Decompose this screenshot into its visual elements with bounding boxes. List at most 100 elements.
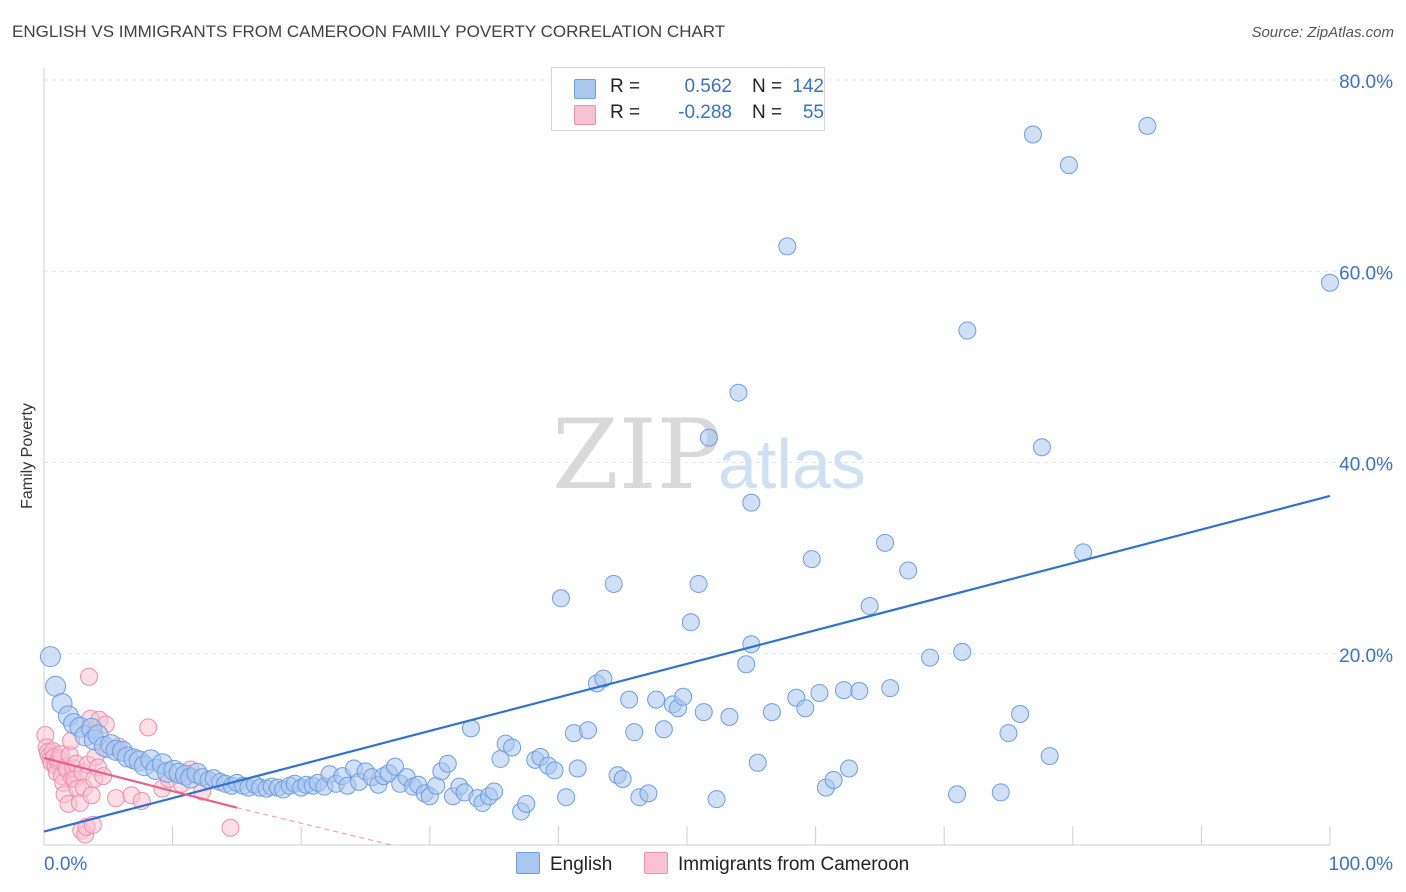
english-point xyxy=(681,613,700,632)
english-point xyxy=(810,683,829,702)
legend: R = 0.562 N = 142 R = -0.288 N = 55 xyxy=(551,67,825,131)
legend-n-value-english: 142 xyxy=(792,76,824,97)
english-point xyxy=(748,753,767,772)
trend-lines xyxy=(43,494,1331,846)
bottom-legend-label-english: English xyxy=(550,854,613,875)
english-point xyxy=(620,690,639,709)
english-point xyxy=(778,237,797,256)
y-tick-label: 40.0% xyxy=(1339,455,1393,476)
english-point xyxy=(881,679,900,698)
watermark: ZIP atlas xyxy=(552,399,866,511)
english-point xyxy=(860,596,879,615)
english-point xyxy=(729,383,748,402)
english-point xyxy=(699,428,718,447)
legend-n-label: N = xyxy=(752,76,783,97)
english-point xyxy=(1321,273,1339,292)
english-point xyxy=(438,754,457,773)
legend-r-label: R = xyxy=(610,76,641,97)
chart-title: ENGLISH VS IMMIGRANTS FROM CAMEROON FAMI… xyxy=(12,22,726,41)
english-point xyxy=(737,655,756,674)
english-point xyxy=(796,699,815,718)
english-point xyxy=(762,703,781,722)
watermark-zip: ZIP xyxy=(552,399,721,511)
english-point xyxy=(921,648,940,667)
english-point xyxy=(742,635,761,654)
english-point xyxy=(1059,156,1078,175)
cameroon-point xyxy=(107,789,126,808)
bottom-legend-swatch-cameroon xyxy=(644,852,668,874)
english-point xyxy=(551,589,570,608)
english-trend-line xyxy=(43,494,1331,833)
english-point xyxy=(557,788,576,807)
y-tick-label: 80.0% xyxy=(1339,72,1393,93)
english-point xyxy=(654,720,673,739)
english-point xyxy=(850,682,869,701)
english-point xyxy=(948,785,967,804)
english-point xyxy=(802,550,821,569)
english-point xyxy=(834,681,853,700)
english-point xyxy=(647,690,666,709)
english-point xyxy=(689,574,708,593)
source-label: Source: ZipAtlas.com xyxy=(1251,24,1394,41)
english-point xyxy=(1138,116,1157,135)
legend-swatch-english xyxy=(574,79,596,99)
english-point xyxy=(694,703,713,722)
english-point xyxy=(545,761,564,780)
english-point xyxy=(899,561,918,580)
series-english-points xyxy=(39,116,1339,821)
bottom-legend-label-cameroon: Immigrants from Cameroon xyxy=(678,854,910,875)
english-point xyxy=(840,759,859,778)
tick-labels: 20.0% 40.0% 60.0% 80.0% 0.0% 100.0% xyxy=(44,72,1393,875)
cameroon-point xyxy=(139,718,158,737)
english-point xyxy=(503,738,522,757)
english-point xyxy=(517,794,536,813)
english-point xyxy=(578,721,597,740)
legend-r-value-cameroon: -0.288 xyxy=(678,102,732,123)
english-point xyxy=(1023,125,1042,144)
watermark-atlas: atlas xyxy=(718,425,866,503)
english-point xyxy=(991,783,1010,802)
y-tick-label: 60.0% xyxy=(1339,263,1393,284)
english-point xyxy=(485,782,504,801)
bottom-legend-english[interactable]: English xyxy=(516,852,612,876)
english-point xyxy=(639,784,658,803)
english-point xyxy=(39,646,61,668)
axes xyxy=(43,68,1331,846)
english-point xyxy=(876,533,895,552)
english-point xyxy=(958,321,977,340)
cameroon-point xyxy=(221,818,240,837)
english-point xyxy=(720,707,739,726)
legend-n-label: N = xyxy=(752,102,783,123)
english-point xyxy=(613,770,632,789)
cameroon-trend-line xyxy=(43,756,238,809)
english-point xyxy=(1032,438,1051,457)
english-point xyxy=(824,770,843,789)
english-point xyxy=(1011,704,1030,723)
english-point xyxy=(1040,747,1059,766)
y-tick-label: 20.0% xyxy=(1339,646,1393,667)
english-point xyxy=(742,493,761,512)
english-point xyxy=(625,723,644,742)
bottom-legend-swatch-english xyxy=(516,852,540,874)
cameroon-trend-extension xyxy=(236,807,392,846)
english-point xyxy=(953,642,972,661)
cameroon-point xyxy=(80,667,99,686)
english-point xyxy=(568,759,587,778)
english-point xyxy=(386,757,405,776)
legend-r-value-english: 0.562 xyxy=(684,76,732,97)
english-point xyxy=(594,669,613,688)
english-point xyxy=(707,790,726,809)
english-point xyxy=(674,687,693,706)
x-tick-label: 0.0% xyxy=(44,854,87,875)
english-point xyxy=(999,724,1018,743)
legend-r-label: R = xyxy=(610,102,641,123)
legend-swatch-cameroon xyxy=(574,105,596,125)
grid xyxy=(44,79,1392,655)
legend-n-value-cameroon: 55 xyxy=(802,102,824,123)
x-tick-label: 100.0% xyxy=(1329,854,1394,875)
bottom-legend-cameroon[interactable]: Immigrants from Cameroon xyxy=(644,852,909,876)
cameroon-point xyxy=(82,786,101,805)
english-point xyxy=(604,574,623,593)
cameroon-point xyxy=(94,767,113,786)
